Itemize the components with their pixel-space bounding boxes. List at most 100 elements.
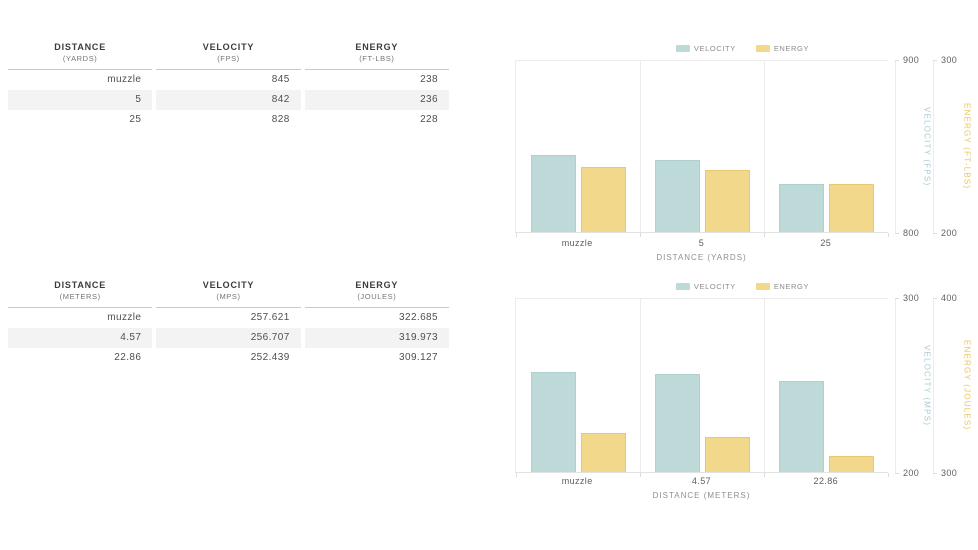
energy-axis-min: 200 [941, 228, 958, 238]
column-label: ENERGY [355, 280, 399, 290]
column-unit: (FPS) [217, 54, 240, 63]
velocity-axis-line [895, 298, 896, 474]
legend-label: ENERGY [773, 43, 810, 53]
table-row: 22.86 252.439 309.127 [8, 348, 449, 368]
velocity-bar [654, 373, 700, 472]
velocity-bar [778, 184, 824, 232]
table-row: muzzle 845 238 [8, 70, 449, 90]
x-axis-title: DISTANCE (METERS) [652, 491, 751, 500]
velocity-bar [530, 372, 576, 472]
x-axis-title: DISTANCE (YARDS) [656, 253, 747, 262]
x-label: muzzle [561, 238, 593, 248]
axis-tick [933, 233, 937, 234]
velocity-axis-title: VELOCITY (FPS) [922, 106, 932, 187]
x-tick [763, 233, 765, 237]
energy-swatch-icon [755, 44, 770, 52]
x-tick [639, 473, 641, 477]
x-category-labels: muzzle 5 25 [515, 238, 888, 248]
x-label: muzzle [561, 476, 593, 486]
column-header-velocity: VELOCITY (MPS) [156, 276, 301, 308]
energy-axis-max: 400 [941, 293, 958, 303]
energy-axis-title: ENERGY (JOULES) [962, 340, 972, 431]
bars-container [516, 61, 888, 232]
velocity-swatch-icon [675, 44, 690, 52]
legend-label: ENERGY [773, 281, 810, 291]
velocity-cell: 252.439 [250, 352, 290, 363]
table-row: 25 828 228 [8, 110, 449, 130]
bars-container [516, 299, 888, 472]
energy-bar [704, 170, 750, 232]
x-label: 25 [820, 238, 832, 248]
velocity-axis-title: VELOCITY (MPS) [922, 344, 932, 427]
chart-imperial: VELOCITY ENERGY 900 800 VELOCITY (FPS) 3… [515, 40, 973, 272]
table-row: 5 842 236 [8, 90, 449, 110]
velocity-cell: 845 [271, 74, 290, 85]
x-label: 5 [698, 238, 705, 248]
column-unit: (METERS) [59, 292, 101, 301]
energy-bar [580, 167, 626, 232]
column-label: VELOCITY [202, 42, 255, 52]
energy-cell: 228 [420, 114, 438, 125]
category-group [640, 299, 764, 472]
column-header-distance: DISTANCE (YARDS) [8, 38, 153, 70]
column-label: DISTANCE [54, 280, 107, 290]
gridline-vertical [639, 299, 641, 472]
x-tick [516, 473, 517, 477]
energy-cell: 309.127 [399, 352, 438, 363]
axis-tick [895, 60, 899, 61]
x-tick [888, 233, 889, 237]
energy-bar [580, 432, 626, 472]
column-header-energy: ENERGY (FT-LBS) [304, 38, 449, 70]
energy-axis-title: ENERGY (FT-LBS) [962, 103, 972, 190]
axis-tick [933, 60, 937, 61]
chart-metric: VELOCITY ENERGY 300 200 VELOCITY (MPS) 4… [515, 278, 973, 510]
x-tick [888, 473, 889, 477]
energy-bar [828, 456, 874, 472]
x-tick [763, 473, 765, 477]
x-label: 4.57 [691, 476, 712, 486]
velocity-cell: 256.707 [156, 328, 301, 348]
column-label: DISTANCE [54, 42, 107, 52]
velocity-bar [530, 155, 576, 232]
table-row: 4.57 256.707 319.973 [8, 328, 449, 348]
legend-item-velocity[interactable]: VELOCITY [675, 43, 736, 53]
gridline-vertical [763, 299, 765, 472]
energy-cell: 319.973 [304, 328, 449, 348]
x-tick [516, 233, 517, 237]
velocity-bar [778, 381, 824, 472]
velocity-axis-min: 200 [903, 468, 920, 478]
plot-area [515, 60, 889, 237]
column-unit: (JOULES) [357, 292, 397, 301]
column-unit: (MPS) [216, 292, 241, 301]
category-group [516, 61, 640, 232]
energy-cell: 322.685 [399, 312, 438, 323]
table-header-row: DISTANCE (YARDS) VELOCITY (FPS) ENERGY (… [8, 38, 449, 70]
energy-axis-line [933, 60, 934, 234]
velocity-axis-line [895, 60, 896, 234]
velocity-cell: 828 [271, 114, 290, 125]
category-group [764, 299, 888, 472]
energy-bar [828, 184, 874, 232]
category-group [516, 299, 640, 472]
axis-tick [895, 298, 899, 299]
legend-label: VELOCITY [693, 43, 736, 53]
x-label: 22.86 [813, 476, 839, 486]
axis-tick [895, 233, 899, 234]
ballistics-table-metric: DISTANCE (METERS) VELOCITY (MPS) ENERGY … [8, 276, 449, 368]
column-label: VELOCITY [202, 280, 255, 290]
legend-item-velocity[interactable]: VELOCITY [675, 282, 736, 291]
legend-item-energy[interactable]: ENERGY [755, 281, 810, 291]
column-header-energy: ENERGY (JOULES) [304, 276, 449, 308]
legend-item-energy[interactable]: ENERGY [755, 43, 810, 53]
velocity-cell: 257.621 [250, 312, 290, 323]
ballistics-table-imperial: DISTANCE (YARDS) VELOCITY (FPS) ENERGY (… [8, 38, 449, 130]
category-group [640, 61, 764, 232]
distance-cell: muzzle [107, 312, 142, 323]
energy-axis-max: 300 [941, 55, 958, 65]
column-label: ENERGY [355, 42, 399, 52]
velocity-axis-max: 900 [903, 55, 920, 65]
energy-cell: 238 [420, 74, 438, 85]
distance-cell: 4.57 [8, 328, 153, 348]
energy-cell: 236 [304, 90, 449, 110]
